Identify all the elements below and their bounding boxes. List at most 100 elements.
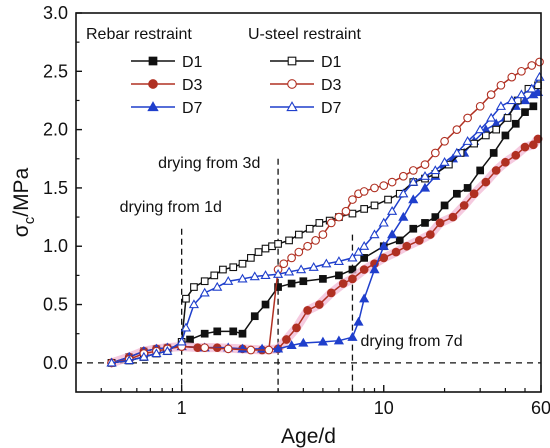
data-point xyxy=(486,90,496,99)
series-d7-usteel xyxy=(106,71,545,367)
data-point xyxy=(106,357,117,367)
data-point xyxy=(452,125,462,134)
data-point xyxy=(425,230,435,239)
data-point xyxy=(511,150,521,160)
data-point xyxy=(347,331,358,341)
data-point xyxy=(516,89,527,99)
legend-label: D3 xyxy=(321,77,342,94)
data-point xyxy=(283,266,295,276)
legend-swatch-marker xyxy=(287,79,297,89)
legend-label: D1 xyxy=(182,54,203,71)
data-point xyxy=(469,189,479,199)
data-point xyxy=(238,329,247,338)
data-point xyxy=(292,323,301,333)
y-tick-label: 2.0 xyxy=(43,120,68,140)
data-point xyxy=(294,230,303,239)
data-point xyxy=(391,247,401,257)
legend-swatch-marker xyxy=(148,56,158,66)
legend-label: D7 xyxy=(321,100,342,117)
data-point xyxy=(318,230,328,239)
data-point xyxy=(305,224,314,233)
data-point xyxy=(369,229,380,239)
data-point xyxy=(421,219,429,227)
data-point xyxy=(285,236,293,245)
data-point xyxy=(353,246,364,256)
legend-item: D3 xyxy=(270,77,342,94)
x-tick-label: 10 xyxy=(374,398,394,418)
data-point xyxy=(261,244,270,253)
data-point xyxy=(378,240,389,250)
data-point xyxy=(491,166,501,175)
data-point xyxy=(319,275,327,283)
data-point xyxy=(359,187,369,196)
data-point xyxy=(459,201,469,210)
legend-item: D1 xyxy=(131,54,203,71)
data-point xyxy=(419,171,431,180)
data-point xyxy=(359,240,370,250)
series-line xyxy=(111,76,541,364)
data-point xyxy=(199,287,210,297)
drying-label: drying from 1d xyxy=(120,199,222,216)
data-point xyxy=(294,247,304,257)
data-point xyxy=(335,271,343,280)
series-line xyxy=(111,61,540,364)
legend-swatch-marker xyxy=(148,79,158,89)
series-d1-usteel xyxy=(107,81,542,367)
data-point xyxy=(274,283,282,291)
data-point xyxy=(321,258,332,268)
legend-label: D1 xyxy=(321,54,342,71)
data-point xyxy=(229,327,238,336)
data-point xyxy=(387,229,398,239)
data-point xyxy=(495,101,506,110)
data-point xyxy=(448,212,458,222)
data-point xyxy=(210,271,219,280)
data-point xyxy=(370,183,379,193)
data-point xyxy=(395,236,404,245)
legend-group-title: U-steel restraint xyxy=(248,26,361,43)
data-point xyxy=(341,206,351,216)
data-point xyxy=(408,166,418,175)
data-point xyxy=(398,211,409,221)
data-point xyxy=(138,351,149,361)
data-point xyxy=(287,253,296,263)
data-point xyxy=(430,165,441,175)
data-point xyxy=(440,201,449,210)
data-point xyxy=(462,136,473,145)
data-point xyxy=(151,348,162,358)
data-point xyxy=(298,337,309,347)
data-point xyxy=(282,335,291,344)
data-point xyxy=(246,345,256,355)
data-point xyxy=(348,195,357,204)
data-point xyxy=(287,279,296,288)
data-point xyxy=(402,241,412,251)
data-point xyxy=(379,181,389,190)
data-point xyxy=(420,160,430,169)
data-point xyxy=(520,142,530,152)
data-point xyxy=(507,72,517,82)
legend-item: D7 xyxy=(270,100,342,117)
y-tick-label: 0.0 xyxy=(43,353,68,373)
data-point xyxy=(419,182,431,192)
data-point xyxy=(180,322,192,332)
series-line xyxy=(111,138,539,364)
series-line xyxy=(111,84,539,364)
data-point xyxy=(463,184,472,192)
data-point xyxy=(124,355,135,365)
data-point xyxy=(360,254,369,262)
data-point xyxy=(333,256,344,266)
data-point xyxy=(299,277,308,286)
data-point xyxy=(439,157,450,166)
data-point xyxy=(338,279,348,288)
data-point xyxy=(481,177,491,187)
y-axis-title-symbol: σ xyxy=(10,224,33,237)
data-point xyxy=(519,95,531,105)
data-point xyxy=(303,306,312,315)
data-point xyxy=(463,113,472,123)
data-point xyxy=(162,345,173,355)
data-point xyxy=(476,166,485,175)
data-point xyxy=(200,277,209,286)
data-point xyxy=(517,66,526,76)
data-point xyxy=(348,265,357,274)
data-point xyxy=(237,273,248,283)
